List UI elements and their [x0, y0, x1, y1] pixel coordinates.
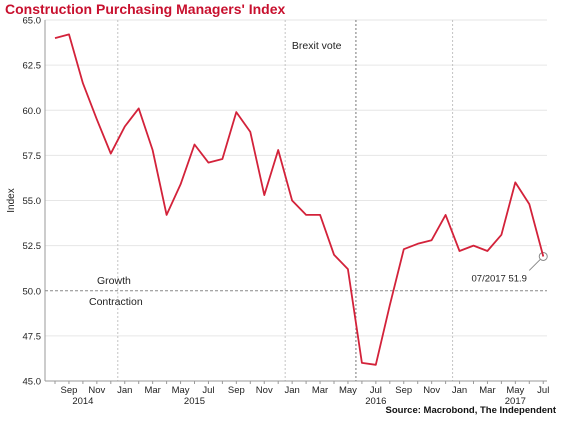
axes [44, 20, 547, 384]
y-tick-label: 65.0 [23, 16, 42, 27]
x-tick-label: Jul [537, 385, 549, 396]
x-tick-label: May [172, 385, 190, 396]
contraction-label: Contraction [89, 296, 143, 308]
x-tick-label: May [506, 385, 524, 396]
x-tick-label: Jan [284, 385, 299, 396]
x-tick-label: Mar [144, 385, 160, 396]
x-tick-label: Sep [60, 385, 77, 396]
gridlines [45, 19, 547, 382]
series-layer [54, 33, 545, 366]
x-tick-label: Jan [117, 385, 132, 396]
x-tick-label: Mar [479, 385, 495, 396]
x-tick-label: Nov [88, 385, 105, 396]
x-year-label: 2016 [365, 396, 386, 407]
y-tick-label: 50.0 [23, 286, 42, 297]
y-tick-label: 57.5 [23, 151, 42, 162]
x-tick-label: Nov [256, 385, 273, 396]
pmi-series-line [54, 33, 545, 366]
x-year-label: 2014 [72, 396, 93, 407]
x-year-label: 2015 [184, 396, 205, 407]
growth-label: Growth [97, 275, 131, 287]
y-tick-label: 45.0 [23, 377, 42, 388]
y-tick-label: 52.5 [23, 241, 42, 252]
y-tick-label: 47.5 [23, 331, 42, 342]
source-note: Source: Macrobond, The Independent [385, 405, 556, 416]
chart-title: Construction Purchasing Managers' Index [5, 1, 286, 17]
axis-labels: 45.0 47.5 50.0 52.5 55.0 57.5 60.0 62.5 65.0 Sep N… [6, 16, 549, 408]
annotations: Growth Contraction Brexit vote 07/2017 51.9 [45, 20, 548, 381]
x-tick-label: Jul [202, 385, 214, 396]
x-tick-label: May [339, 385, 357, 396]
x-tick-label: Mar [312, 385, 328, 396]
y-axis-title: Index [6, 188, 17, 212]
annotation-label: 07/2017 51.9 [472, 273, 527, 284]
annotation-leader [528, 259, 541, 271]
x-tick-label: Jul [370, 385, 382, 396]
annotation-circle [538, 251, 548, 261]
y-tick-label: 60.0 [23, 106, 42, 117]
y-tick-label: 62.5 [23, 61, 42, 72]
x-tick-label: Sep [395, 385, 412, 396]
x-tick-label: Jan [452, 385, 467, 396]
x-tick-label: Sep [228, 385, 245, 396]
y-tick-label: 55.0 [23, 196, 42, 207]
x-tick-label: Nov [423, 385, 440, 396]
brexit-vote-label: Brexit vote [292, 40, 342, 52]
x-year-label: 2017 [505, 396, 526, 407]
